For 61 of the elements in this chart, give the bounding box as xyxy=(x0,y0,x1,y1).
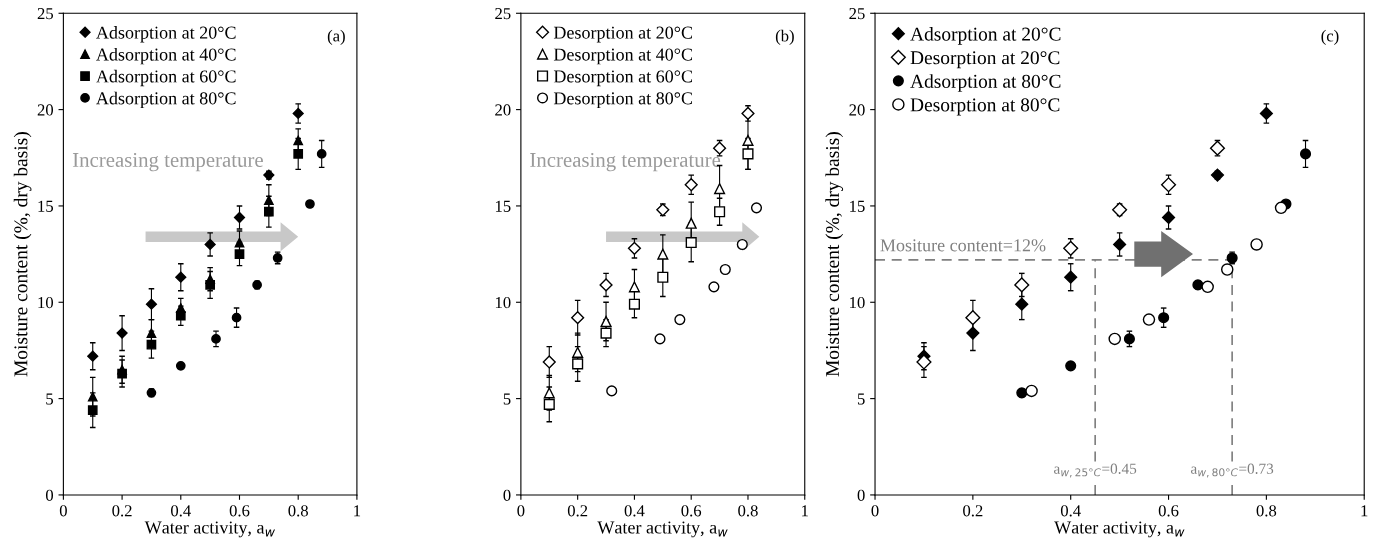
x-tick-label: 0.6 xyxy=(681,505,702,517)
annotation: (a) xyxy=(327,29,345,45)
y-tick-label: 5 xyxy=(857,393,865,405)
legend-label: Desorption at 80°C xyxy=(910,98,1060,116)
ref-line-label: a$_{w,25°C}$=0.45 xyxy=(1053,463,1137,478)
y-tick-label: 15 xyxy=(850,200,865,212)
y-tick-label: 25 xyxy=(849,8,865,20)
y-tick-label: 5 xyxy=(46,393,54,405)
legend-label: Adsorption at 80°C xyxy=(910,74,1061,92)
y-tick-label: 5 xyxy=(503,393,511,405)
y-tick-label: 20 xyxy=(849,104,865,116)
x-tick-label: 0.8 xyxy=(738,505,758,517)
legend-label: Adsorption at 20°C xyxy=(96,26,236,43)
y-tick-label: 0 xyxy=(503,489,511,501)
y-tick-label: 25 xyxy=(495,8,511,20)
y-tick-label: 15 xyxy=(495,200,511,212)
y-tick-label: 10 xyxy=(850,296,865,309)
x-tick-label: 1 xyxy=(354,505,361,517)
x-axis-title: Water activity, a$_{w}$ xyxy=(144,521,276,538)
x-tick-label: 1 xyxy=(802,505,808,517)
y-tick-label: 20 xyxy=(495,104,511,116)
annotation: Increasing temperature xyxy=(530,152,721,172)
x-tick-label: 0.6 xyxy=(229,505,250,517)
x-tick-label: 0.4 xyxy=(624,505,645,517)
x-tick-label: 0.2 xyxy=(112,505,132,517)
annotation: (b) xyxy=(775,29,794,45)
x-tick-label: 0 xyxy=(871,505,879,517)
x-tick-label: 0.4 xyxy=(1060,505,1081,517)
x-axis-title: Water activity, a$_{w}$ xyxy=(597,521,728,538)
ref-line-label: a$_{w,80°C}$=0.73 xyxy=(1190,463,1274,478)
legend-label: Adsorption at 20°C xyxy=(910,27,1061,45)
x-tick-label: 0.2 xyxy=(963,505,983,517)
legend-label: Adsorption at 40°C xyxy=(96,47,236,65)
x-tick-label: 0.8 xyxy=(1256,505,1277,517)
y-axis-title: Moisture content (%, dry basis) xyxy=(13,132,32,377)
y-tick-label: 20 xyxy=(37,104,54,116)
legend-label: Desorption at 60°C xyxy=(553,70,692,87)
y-axis-title: Moisture content (%, dry basis) xyxy=(825,132,844,377)
annotation: Increasing temperature xyxy=(72,152,263,172)
y-tick-label: 25 xyxy=(37,8,54,20)
x-axis-title: Water activity, a$_{w}$ xyxy=(1054,521,1185,538)
annotation: (c) xyxy=(1321,29,1339,45)
x-tick-label: 0.2 xyxy=(567,505,588,517)
x-tick-label: 0.4 xyxy=(171,505,191,517)
legend-label: Desorption at 20°C xyxy=(910,51,1060,69)
y-tick-label: 15 xyxy=(38,200,54,212)
legend-label: Desorption at 80°C xyxy=(553,92,692,109)
y-tick-label: 10 xyxy=(495,296,511,309)
x-tick-label: 0 xyxy=(517,505,525,517)
legend-label: Adsorption at 80°C xyxy=(96,91,236,109)
x-tick-label: 0.6 xyxy=(1158,505,1179,517)
x-tick-label: 0.8 xyxy=(288,505,308,517)
legend-label: Desorption at 40°C xyxy=(553,48,692,65)
ref-line-label: Mositure content=12% xyxy=(880,239,1046,252)
y-tick-label: 0 xyxy=(45,489,54,501)
legend-label: Adsorption at 60°C xyxy=(96,69,236,87)
x-tick-label: 1 xyxy=(1361,505,1368,517)
x-tick-label: 0 xyxy=(59,505,67,517)
legend-label: Desorption at 20°C xyxy=(553,26,692,43)
y-tick-label: 10 xyxy=(38,296,54,309)
y-tick-label: 0 xyxy=(857,489,865,501)
